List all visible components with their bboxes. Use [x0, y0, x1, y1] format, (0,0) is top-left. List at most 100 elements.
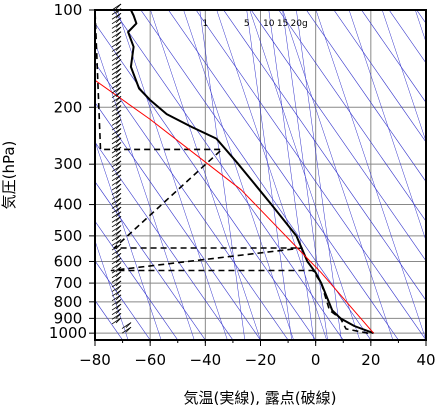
y-tick-label: 700	[54, 274, 83, 292]
x-axis-title: 気温(実線), 露点(破線)	[184, 389, 337, 407]
wind-barb-flag	[115, 49, 122, 56]
wind-barb-flag	[115, 142, 122, 148]
moist-adiabat	[249, 10, 361, 340]
mixing-ratio-label: 15	[277, 19, 288, 29]
x-tick-label: −60	[134, 351, 166, 369]
mixing-ratio-line	[296, 10, 342, 340]
wind-barb-flag	[115, 22, 122, 28]
wind-barb-flag	[115, 202, 122, 208]
wind-barb-flag	[115, 271, 122, 278]
wind-barb-flag	[115, 31, 122, 37]
y-tick-label: 100	[54, 1, 83, 19]
wind-barb-flag	[115, 257, 122, 264]
wind-barb-flag	[125, 322, 132, 328]
dry-adiabat	[250, 10, 426, 262]
y-tick-label: 400	[54, 196, 83, 214]
wind-barb-flag	[115, 243, 122, 250]
wind-barb-flag	[115, 239, 122, 245]
wind-barb-flag	[115, 248, 122, 254]
wind-barb-flag	[115, 229, 122, 236]
mixing-ratio-label: 1	[202, 19, 208, 29]
wind-barb-flag	[115, 280, 122, 287]
temperature-line	[127, 10, 374, 335]
wind-barb-flag	[115, 26, 122, 33]
wind-barb-flag	[115, 77, 122, 84]
wind-barb-flag	[115, 234, 122, 241]
moist-adiabat	[95, 140, 162, 340]
wind-barb-flag	[115, 165, 122, 171]
grid-lines	[94, 10, 427, 340]
moist-adiabat	[95, 239, 129, 340]
wind-barb-flag	[115, 68, 122, 74]
y-tick-label: 800	[54, 293, 83, 311]
wind-barb-flag	[115, 45, 122, 51]
x-tick-label: −20	[245, 351, 277, 369]
wind-barb-flag	[115, 216, 122, 222]
wind-barb-flag	[115, 91, 122, 97]
wind-barb-flag	[115, 156, 122, 162]
wind-barbs	[111, 3, 132, 334]
x-tick-label: −40	[190, 351, 222, 369]
moist-adiabat	[282, 10, 394, 340]
wind-barb-flag	[115, 303, 122, 310]
adiabat-lines	[95, 10, 426, 340]
series-lines	[95, 10, 374, 335]
wind-barb-flag	[115, 123, 122, 130]
wind-barb-flag	[115, 63, 122, 70]
moist-adiabat	[381, 10, 426, 143]
wind-barb-flag	[115, 100, 122, 107]
moist-adiabat	[117, 10, 228, 340]
moist-adiabat	[216, 10, 327, 340]
wind-barb-flag	[115, 96, 122, 102]
y-axis-title: 気圧(hPa)	[0, 141, 18, 210]
mixing-ratio-line	[282, 10, 328, 340]
wind-barb-flag	[115, 225, 122, 231]
y-tick-label: 1000	[49, 324, 87, 342]
dry-adiabat	[113, 10, 344, 340]
wind-barb-flag	[115, 17, 122, 24]
y-tick-label: 500	[54, 227, 83, 245]
moist-adiabat	[348, 10, 426, 242]
wind-barb-flag	[115, 285, 122, 291]
wind-barb-flag	[115, 183, 122, 190]
wind-barb-flag	[115, 132, 122, 139]
wind-barb-flag	[125, 326, 132, 333]
moist-adiabat	[150, 10, 261, 340]
parcel-line	[95, 79, 374, 334]
wind-barb-flag	[115, 211, 122, 218]
dry-adiabat	[95, 102, 261, 340]
dry-adiabat	[95, 220, 178, 340]
dry-adiabat	[168, 10, 399, 340]
wind-barb-flag	[115, 308, 122, 314]
wind-barb-flag	[115, 114, 122, 121]
wind-barb-flag	[115, 179, 122, 185]
wind-barb-flag	[115, 317, 122, 324]
x-tick-label: 20	[361, 351, 380, 369]
dry-adiabat	[361, 10, 426, 104]
moist-adiabat	[183, 10, 294, 340]
wind-barb-flag	[115, 146, 122, 153]
wind-barb-flag	[115, 220, 122, 227]
wind-barb-flag	[115, 128, 122, 134]
x-tick-label: 0	[311, 351, 321, 369]
mixing-ratio-label: 5	[244, 19, 250, 29]
dry-adiabat	[223, 10, 426, 301]
moist-adiabat	[95, 41, 195, 340]
wind-barb-flag	[115, 105, 122, 111]
wind-barb-flag	[115, 188, 122, 194]
wind-barb-flag	[115, 294, 122, 301]
dry-adiabat	[195, 10, 426, 340]
wind-barb-flag	[115, 59, 122, 65]
wind-barb-flag	[115, 40, 122, 47]
wind-barb-flag	[115, 54, 122, 61]
wind-barb-flag	[115, 262, 122, 268]
dry-adiabat	[95, 141, 234, 340]
wind-barb-flag	[115, 72, 122, 79]
dry-adiabat	[333, 10, 426, 143]
mixing-ratio-line	[246, 10, 292, 340]
wind-barb-flag	[115, 174, 122, 181]
wind-barb-flag	[115, 206, 122, 213]
y-tick-label: 900	[54, 309, 83, 327]
wind-barb-flag	[115, 12, 122, 19]
